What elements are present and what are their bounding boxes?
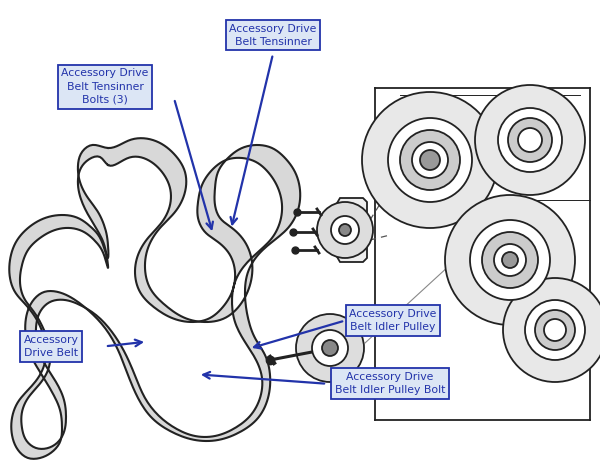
Circle shape	[312, 330, 348, 366]
Circle shape	[502, 252, 518, 268]
Circle shape	[331, 216, 359, 244]
Circle shape	[525, 300, 585, 360]
Polygon shape	[9, 138, 300, 459]
Circle shape	[470, 220, 550, 300]
Circle shape	[544, 319, 566, 341]
Circle shape	[518, 128, 542, 152]
Circle shape	[475, 85, 585, 195]
Circle shape	[388, 118, 472, 202]
Circle shape	[445, 195, 575, 325]
Circle shape	[412, 142, 448, 178]
Circle shape	[503, 278, 600, 382]
Circle shape	[482, 232, 538, 288]
Circle shape	[508, 118, 552, 162]
Circle shape	[322, 340, 338, 356]
Circle shape	[362, 92, 498, 228]
Polygon shape	[333, 198, 367, 262]
Circle shape	[498, 108, 562, 172]
Circle shape	[296, 314, 364, 382]
Circle shape	[535, 310, 575, 350]
Text: Accessory Drive
Belt Idler Pulley Bolt: Accessory Drive Belt Idler Pulley Bolt	[335, 372, 445, 395]
Circle shape	[400, 130, 460, 190]
Circle shape	[494, 244, 526, 276]
Text: Accessory Drive
Belt Tensinner
Bolts (3): Accessory Drive Belt Tensinner Bolts (3)	[61, 68, 149, 105]
Text: Accessory Drive
Belt Idler Pulley: Accessory Drive Belt Idler Pulley	[349, 309, 437, 332]
Circle shape	[420, 150, 440, 170]
Circle shape	[317, 202, 373, 258]
Text: Accessory
Drive Belt: Accessory Drive Belt	[23, 335, 79, 358]
Circle shape	[339, 224, 351, 236]
Text: Accessory Drive
Belt Tensinner: Accessory Drive Belt Tensinner	[229, 23, 317, 47]
